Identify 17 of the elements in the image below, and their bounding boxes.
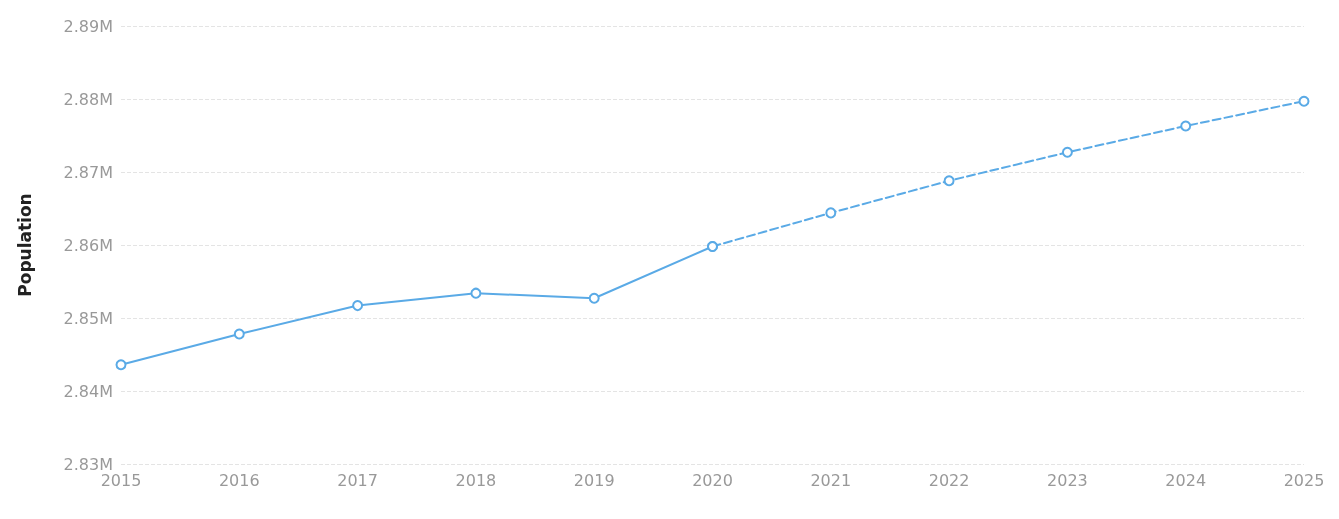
x-tick-label: 2018: [455, 470, 497, 490]
x-tick-label: 2022: [928, 470, 970, 490]
x-tick-label: 2020: [692, 470, 733, 490]
x-tick-label: 2024: [1165, 470, 1207, 490]
x-tick-label: 2023: [1047, 470, 1088, 490]
x-tick-label: 2025: [1283, 470, 1325, 490]
y-tick-label: 2.89M: [63, 16, 113, 36]
x-tick-label: 2019: [573, 470, 615, 490]
x-tick-label: 2021: [810, 470, 852, 490]
x-tick-label: 2016: [218, 470, 260, 490]
y-tick-label: 2.85M: [63, 308, 113, 328]
y-tick-label: 2.86M: [63, 235, 113, 255]
y-tick-label: 2.84M: [63, 381, 113, 401]
x-tick-label: 2017: [337, 470, 378, 490]
y-tick-label: 2.87M: [63, 162, 113, 182]
y-axis-title: Population: [14, 193, 35, 297]
y-tick-label: 2.88M: [63, 89, 113, 109]
